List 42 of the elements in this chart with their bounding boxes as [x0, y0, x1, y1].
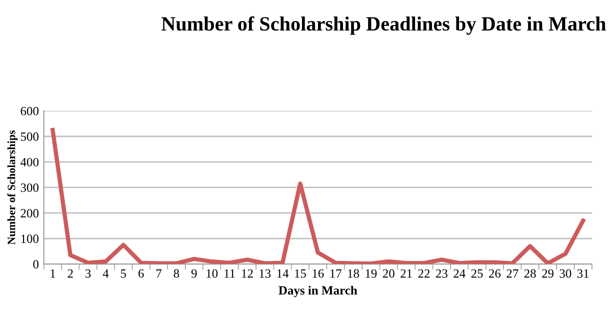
- x-tick-label: 8: [174, 269, 180, 278]
- x-tick-label: 12: [242, 269, 253, 278]
- x-tick-label: 19: [366, 269, 377, 278]
- x-tick-label: 31: [577, 269, 589, 278]
- x-tick-label: 7: [156, 269, 162, 278]
- x-tick-label: 25: [471, 269, 483, 278]
- x-tick-label: 14: [277, 269, 289, 278]
- y-tick-label: 100: [21, 234, 39, 243]
- x-tick-label: 26: [489, 269, 501, 278]
- x-tick-label: 21: [400, 269, 412, 278]
- x-tick-label: 17: [330, 269, 342, 278]
- x-tick-label: 5: [121, 269, 126, 278]
- x-tick-label: 2: [68, 269, 73, 278]
- x-tick-label: 13: [260, 269, 271, 278]
- chart-title: Number of Scholarship Deadlines by Date in March: [161, 16, 606, 35]
- x-tick-label: 18: [348, 269, 360, 278]
- x-tick-label: 27: [506, 269, 518, 278]
- x-tick-label: 15: [295, 269, 306, 278]
- y-tick-label: 300: [20, 183, 39, 192]
- y-axis-title: Number of Scholarships: [7, 130, 18, 245]
- x-tick-label: 28: [524, 269, 536, 278]
- x-tick-label: 4: [102, 269, 109, 278]
- x-tick-label: 1: [50, 269, 56, 278]
- x-tick-label: 11: [224, 269, 235, 278]
- y-tick-label: 600: [20, 106, 39, 116]
- x-tick-label: 22: [418, 269, 430, 278]
- y-tick-label: 0: [33, 260, 39, 269]
- line-series: [50, 128, 586, 264]
- x-axis-title: Days in March: [278, 286, 358, 298]
- x-tick-label: 24: [454, 269, 466, 278]
- y-tick-label: 200: [20, 209, 39, 218]
- x-tick-label: 23: [436, 269, 448, 278]
- x-tick-label: 30: [560, 269, 572, 278]
- x-tick-label: 20: [382, 269, 394, 278]
- x-tick-label: 9: [191, 269, 197, 278]
- x-tick-label: 3: [86, 269, 91, 278]
- x-tick-label: 10: [206, 269, 218, 278]
- x-tick-label: 6: [138, 269, 144, 278]
- y-tick-label: 400: [20, 158, 39, 166]
- x-tick-label: 29: [542, 269, 554, 278]
- x-tick-label: 16: [312, 269, 324, 278]
- y-tick-label: 500: [20, 132, 39, 141]
